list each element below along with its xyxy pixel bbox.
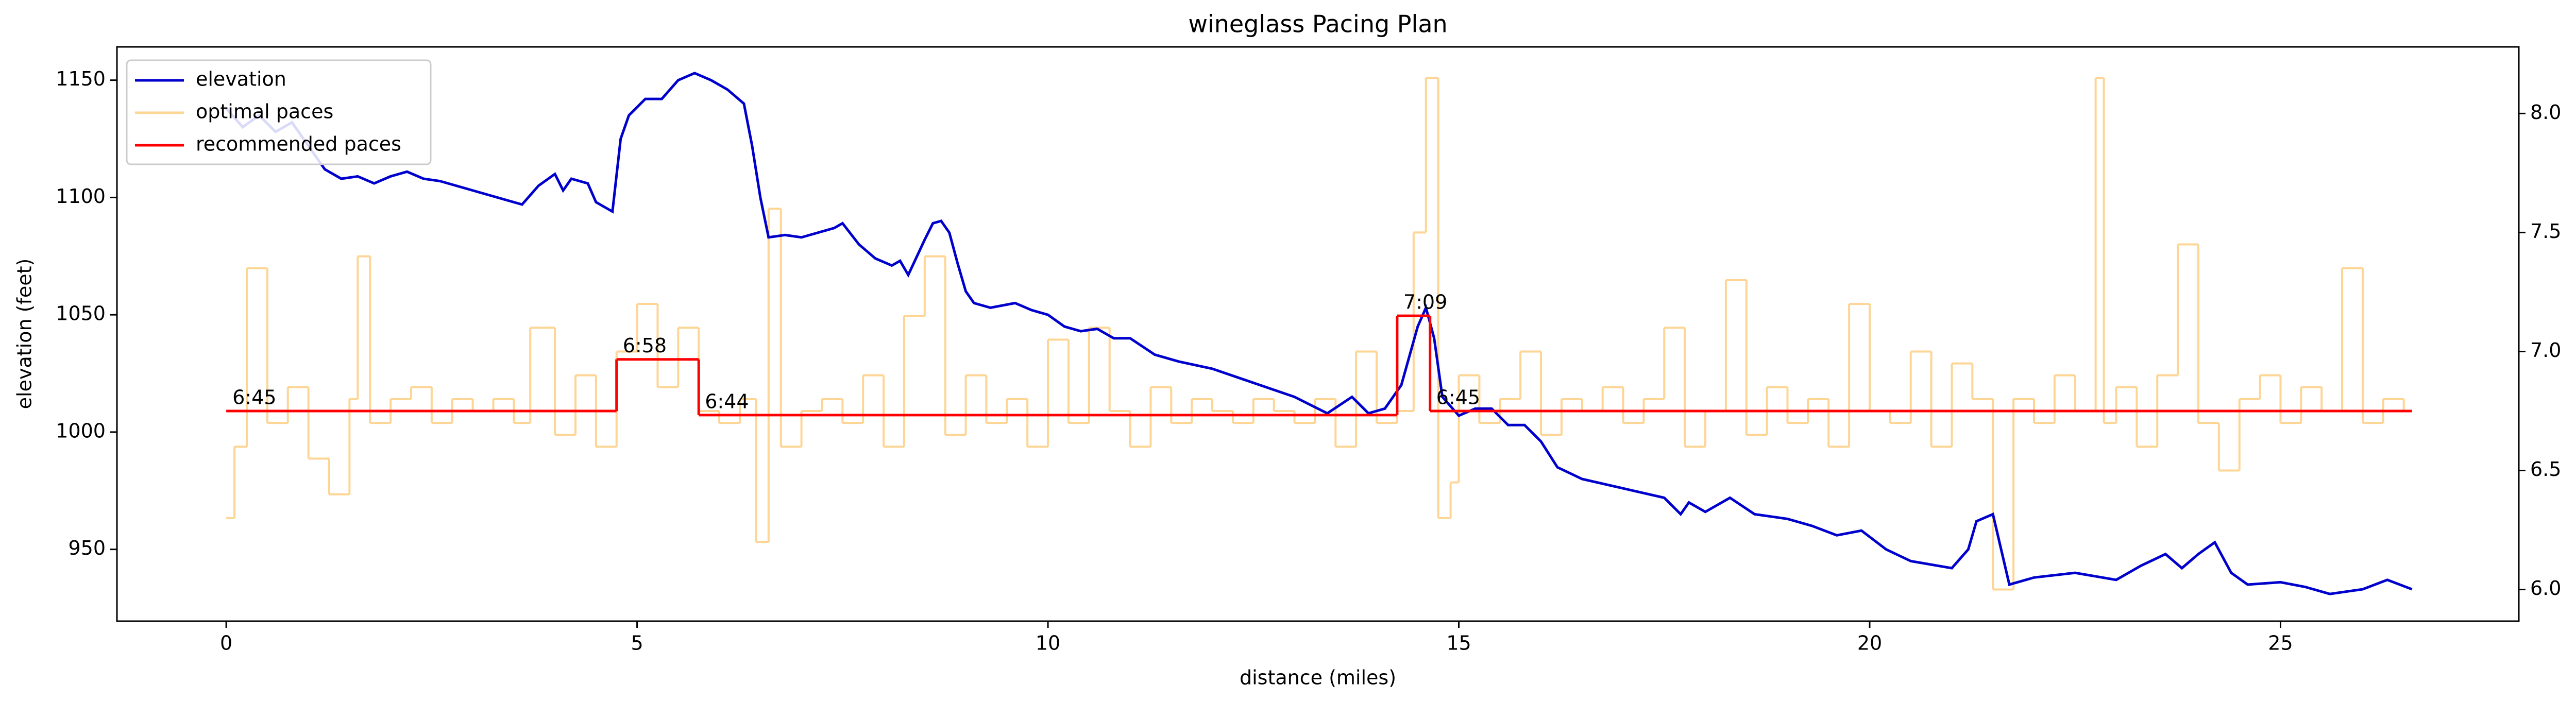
y-tick-label: 1050 — [56, 302, 106, 325]
x-tick-label: 15 — [1446, 632, 1471, 655]
y-tick-label: 1150 — [56, 67, 106, 90]
pace-label: 6:44 — [705, 390, 749, 413]
pace-label: 6:58 — [623, 334, 667, 357]
x-tick-label: 10 — [1036, 632, 1060, 655]
y2-tick-label: 6.5 — [2530, 458, 2561, 481]
y2-tick-label: 7.5 — [2530, 220, 2561, 243]
pace-label: 6:45 — [232, 386, 276, 408]
plot-frame — [116, 46, 2520, 622]
x-tick-label: 5 — [631, 632, 643, 655]
y2-tick-label: 6.0 — [2530, 577, 2561, 600]
x-tick-label: 0 — [220, 632, 232, 655]
y-tick-label: 950 — [68, 537, 106, 559]
legend-label: recommended paces — [196, 133, 401, 156]
pace-label: 6:45 — [1436, 386, 1480, 408]
y-axis-label: elevation (feet) — [13, 259, 36, 409]
x-axis-label: distance (miles) — [1240, 666, 1396, 689]
legend-label: optimal paces — [196, 100, 333, 123]
y-tick-label: 1000 — [56, 419, 106, 442]
y2-axis-label: pace (min/mile) — [2574, 257, 2576, 411]
y2-tick-label: 8.0 — [2530, 101, 2561, 124]
elevation-line — [225, 72, 2413, 595]
y-tick-label: 1100 — [56, 185, 106, 208]
legend-label: elevation — [196, 68, 286, 91]
legend-box — [126, 59, 432, 165]
x-tick-label: 25 — [2268, 632, 2293, 655]
chart-title: wineglass Pacing Plan — [1188, 10, 1447, 38]
pace-label: 7:09 — [1403, 291, 1447, 314]
y2-tick-label: 7.0 — [2530, 339, 2561, 362]
x-tick-label: 20 — [1857, 632, 1882, 655]
